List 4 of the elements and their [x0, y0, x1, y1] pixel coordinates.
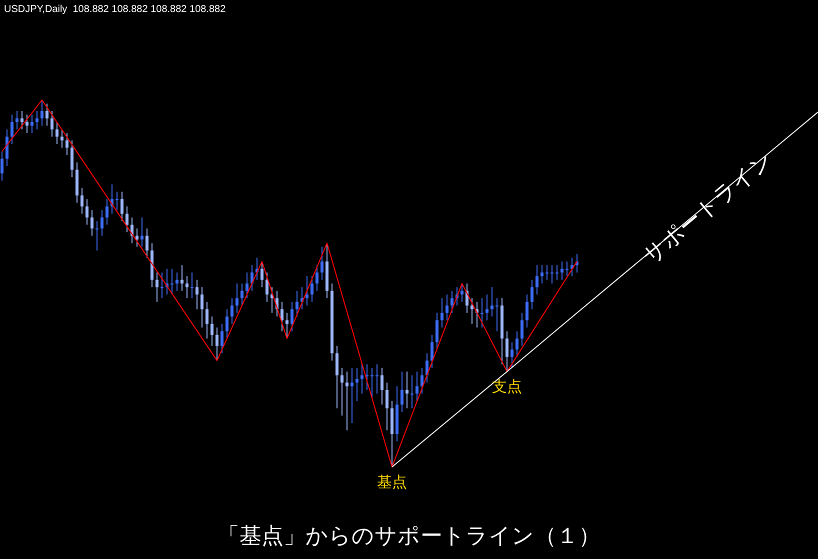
text: 「基点」からのサポートライン（１）: [218, 523, 600, 548]
text: 基点: [377, 474, 407, 491]
annotation: 支点: [492, 378, 522, 396]
chart-subtitle: USDJPY,Daily 108.882 108.882 108.882 108.882: [4, 4, 226, 15]
